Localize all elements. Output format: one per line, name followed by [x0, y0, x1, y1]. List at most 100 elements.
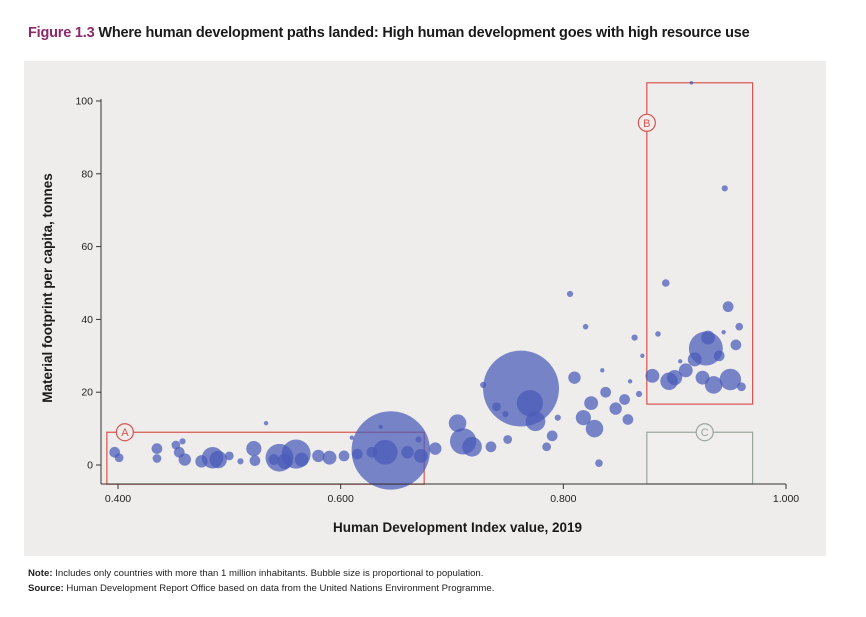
- bubble: [627, 379, 633, 384]
- y-axis-title: Material footprint per capita, tonnes: [40, 173, 55, 403]
- source-label: Source:: [28, 583, 64, 594]
- bubble: [492, 402, 501, 412]
- bubble: [635, 390, 643, 398]
- bubble: [721, 185, 728, 192]
- bubble: [237, 458, 244, 465]
- bubble: [568, 371, 581, 384]
- region-b-box: [646, 82, 754, 405]
- bubble: [661, 279, 670, 287]
- bubble: [462, 436, 482, 457]
- figure-title: Figure 1.3 Where human development paths…: [28, 25, 750, 41]
- bubble: [566, 290, 574, 298]
- bubble: [413, 448, 428, 463]
- bubble: [678, 359, 683, 364]
- bubble: [645, 368, 660, 383]
- bubble: [704, 376, 723, 394]
- bubble: [195, 455, 208, 468]
- bubble: [351, 448, 363, 460]
- bubble: [249, 455, 261, 467]
- bubble: [585, 419, 604, 438]
- bubble: [542, 442, 552, 452]
- bubble: [737, 382, 746, 392]
- bubble: [224, 451, 234, 461]
- bubble: [151, 443, 163, 454]
- region-c-box: [646, 431, 754, 485]
- bubble: [171, 440, 181, 450]
- x-tick-label: 0.600: [328, 493, 354, 505]
- bubble: [687, 352, 702, 367]
- bubble: [349, 435, 354, 440]
- bubble: [722, 301, 734, 313]
- bubbles-layer: [109, 81, 746, 490]
- bubble: [263, 420, 269, 426]
- bubble: [730, 339, 742, 351]
- bubble: [619, 394, 630, 405]
- bubble: [502, 410, 509, 418]
- note-text: Includes only countries with more than 1…: [55, 568, 484, 579]
- bubble: [312, 449, 325, 463]
- x-tick-label: 1.000: [773, 493, 799, 505]
- bubble: [277, 453, 293, 469]
- bubble: [595, 459, 603, 467]
- region-b-marker: [637, 113, 656, 132]
- source-text: Human Development Report Office based on…: [66, 583, 495, 594]
- region-c-marker: [695, 423, 714, 442]
- bubble: [678, 363, 693, 378]
- region-a-marker: [115, 423, 134, 442]
- bubble: [719, 368, 742, 391]
- bubble: [268, 454, 280, 465]
- bubble: [415, 436, 422, 443]
- bubble: [294, 452, 309, 467]
- bubble: [322, 450, 337, 465]
- bubble: [735, 322, 744, 331]
- bubble: [600, 386, 612, 398]
- bubble: [689, 81, 694, 85]
- bubble: [483, 350, 559, 427]
- bubble: [209, 450, 227, 469]
- bubble: [480, 381, 487, 389]
- y-tick-label: 80: [81, 168, 93, 180]
- bubble: [378, 424, 383, 429]
- bubble: [114, 453, 124, 463]
- y-tick-label: 60: [81, 241, 93, 253]
- bubble: [600, 368, 605, 373]
- bubble: [338, 450, 350, 462]
- bubble: [582, 323, 589, 330]
- bubble: [609, 402, 622, 415]
- y-tick-label: 40: [81, 314, 93, 326]
- bubble: [503, 435, 513, 444]
- region-a-label: A: [121, 427, 129, 439]
- bubble: [667, 370, 683, 386]
- bubble: [372, 439, 398, 465]
- bubble: [695, 370, 710, 385]
- bubble: [575, 410, 591, 426]
- note-label: Note:: [28, 568, 53, 579]
- figure-notes: Note: Includes only countries with more …: [28, 566, 494, 596]
- bubble: [179, 438, 186, 445]
- source-line: Source: Human Development Report Office …: [28, 581, 494, 596]
- bubble: [622, 414, 634, 425]
- bubble: [713, 350, 725, 362]
- x-axis-title: Human Development Index value, 2019: [333, 520, 582, 535]
- bubble: [429, 442, 442, 455]
- bubble: [525, 411, 546, 432]
- region-b-label: B: [643, 118, 650, 130]
- bubble: [701, 330, 715, 345]
- bubble: [401, 446, 414, 459]
- figure-title-text: Where human development paths landed: Hi…: [98, 25, 750, 41]
- bubble: [366, 446, 378, 458]
- y-tick-label: 20: [81, 387, 93, 399]
- bubble: [631, 334, 638, 341]
- bubble: [655, 331, 661, 337]
- bubble: [584, 396, 599, 411]
- x-tick-label: 0.800: [550, 493, 576, 505]
- bubble: [554, 414, 561, 421]
- y-tick-label: 0: [87, 460, 93, 472]
- bubble: [246, 441, 262, 457]
- bubble: [448, 414, 467, 432]
- bubble: [721, 329, 726, 335]
- bubble: [152, 454, 162, 463]
- bubble: [640, 353, 645, 358]
- chart-panel: [24, 61, 826, 556]
